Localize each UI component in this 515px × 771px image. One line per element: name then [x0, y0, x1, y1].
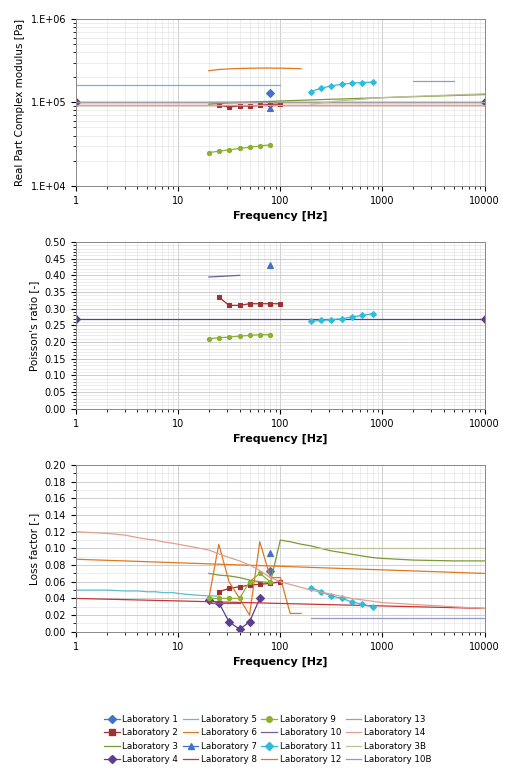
Legend: Laboratory 1, Laboratory 2, Laboratory 3, Laboratory 4, Laboratory 5, Laboratory: Laboratory 1, Laboratory 2, Laboratory 3… [101, 712, 434, 766]
X-axis label: Frequency [Hz]: Frequency [Hz] [233, 434, 328, 444]
Y-axis label: Real Part Complex modulus [Pa]: Real Part Complex modulus [Pa] [15, 19, 25, 186]
X-axis label: Frequency [Hz]: Frequency [Hz] [233, 657, 328, 668]
Y-axis label: Loss factor [-]: Loss factor [-] [29, 512, 39, 584]
X-axis label: Frequency [Hz]: Frequency [Hz] [233, 211, 328, 221]
Y-axis label: Poisson's ratio [-]: Poisson's ratio [-] [29, 280, 39, 371]
